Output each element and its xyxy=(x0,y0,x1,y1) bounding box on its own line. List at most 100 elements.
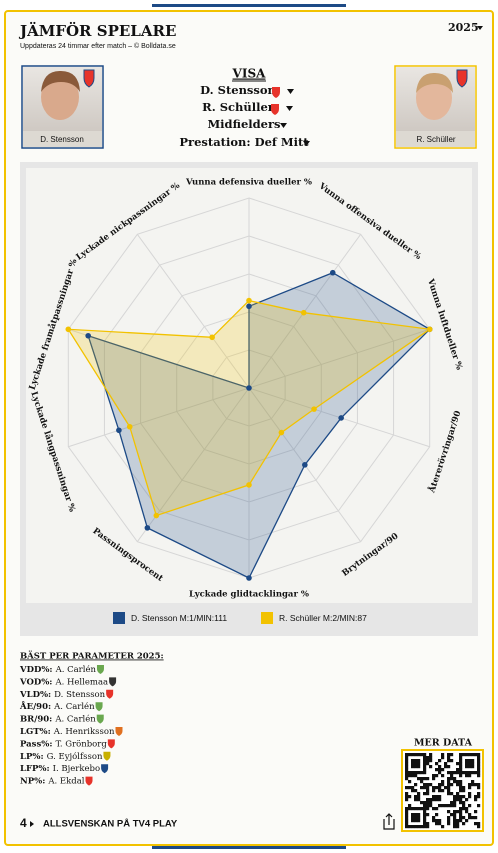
qr-cell xyxy=(411,765,415,769)
player1-select[interactable]: D. Stensson xyxy=(200,83,276,97)
qr-cell xyxy=(417,759,421,763)
qr-cell xyxy=(411,759,415,763)
qr-cell xyxy=(459,789,463,793)
qr-cell xyxy=(414,765,418,769)
data-point xyxy=(329,269,336,276)
qr-cell xyxy=(423,762,427,766)
qr-cell xyxy=(462,786,466,790)
qr-cell xyxy=(423,786,427,790)
qr-cell xyxy=(468,783,472,787)
qr-cell xyxy=(450,804,454,808)
qr-cell xyxy=(456,792,460,796)
qr-cell xyxy=(429,765,433,769)
qr-cell xyxy=(426,804,430,808)
qr-cell xyxy=(411,816,415,820)
qr-cell xyxy=(474,795,478,799)
qr-cell xyxy=(408,753,412,757)
qr-cell xyxy=(405,822,409,826)
qr-cell xyxy=(447,816,451,820)
qr-cell xyxy=(453,801,457,805)
qr-cell xyxy=(471,753,475,757)
qr-cell xyxy=(417,753,421,757)
qr-cell xyxy=(474,798,478,802)
photo-face xyxy=(416,76,452,120)
share-button[interactable] xyxy=(383,813,395,830)
qr-cell xyxy=(471,780,475,784)
best-title: BÄST PER PARAMETER 2025: xyxy=(20,649,164,662)
data-point xyxy=(116,427,122,434)
data-point xyxy=(85,332,91,339)
qr-cell xyxy=(447,753,451,757)
qr-cell xyxy=(423,777,427,781)
best-row: Pass%: T. Grönborg xyxy=(20,739,107,749)
best-row: VOD%: A. Hellemaa xyxy=(19,677,108,687)
legend-swatch xyxy=(261,612,273,624)
qr-cell xyxy=(459,756,463,760)
qr-cell xyxy=(426,792,430,796)
club-logo xyxy=(106,689,114,699)
qr-cell xyxy=(456,819,460,823)
data-point xyxy=(278,429,285,436)
qr-cell xyxy=(459,783,463,787)
param-code: LGT%: xyxy=(20,727,51,737)
position-select[interactable]: Midfielders xyxy=(207,117,280,131)
footer-link[interactable]: ALLSVENSKAN PÅ TV4 PLAY xyxy=(43,819,178,830)
qr-cell xyxy=(471,759,475,763)
qr-cell xyxy=(417,813,421,817)
qr-cell xyxy=(405,771,409,775)
qr-cell xyxy=(414,789,418,793)
profile-select[interactable]: Prestation: Def Mitt xyxy=(179,135,309,149)
player-card[interactable]: D. Stensson xyxy=(21,65,104,149)
param-code: BR/90: xyxy=(20,714,52,724)
qr-cell xyxy=(456,783,460,787)
qr-cell xyxy=(420,786,424,790)
qr-cell xyxy=(423,801,427,805)
qr-cell xyxy=(417,792,421,796)
qr-cell xyxy=(426,807,430,811)
data-point xyxy=(300,309,307,316)
qr-cell xyxy=(453,825,457,829)
best-row: LGT%: A. Henriksson xyxy=(20,727,115,737)
filter-heading: VISA xyxy=(232,67,267,81)
qr-cell xyxy=(453,777,457,781)
qr-cell xyxy=(420,780,424,784)
top-accent xyxy=(152,4,346,7)
qr-cell xyxy=(426,798,430,802)
qr-cell xyxy=(411,825,415,829)
player-card[interactable]: R. Schüller xyxy=(394,65,477,149)
qr-cell xyxy=(447,771,451,775)
qr-cell xyxy=(438,798,442,802)
qr-cell xyxy=(411,819,415,823)
qr-cell xyxy=(450,771,454,775)
axis-label: Vunna defensiva dueller % xyxy=(185,178,312,188)
qr-cell xyxy=(459,816,463,820)
qr-cell xyxy=(450,753,454,757)
qr-cell xyxy=(441,768,445,772)
data-point xyxy=(126,423,133,430)
qr-cell xyxy=(438,786,442,790)
qr-cell xyxy=(414,771,418,775)
qr-cell xyxy=(474,816,478,820)
qr-cell xyxy=(435,822,439,826)
qr-cell xyxy=(438,804,442,808)
club-logo xyxy=(95,702,103,712)
qr-cell xyxy=(432,786,436,790)
player2-select[interactable]: R. Schüller xyxy=(202,100,275,114)
qr-cell xyxy=(423,810,427,814)
season-select[interactable]: 2025 xyxy=(448,21,479,34)
qr-cell xyxy=(423,756,427,760)
data-point xyxy=(144,525,151,531)
qr-cell xyxy=(441,774,445,778)
qr-cell xyxy=(468,771,472,775)
club-logo xyxy=(101,764,109,774)
qr-cell xyxy=(414,816,418,820)
qr-cell xyxy=(414,813,418,817)
data-point xyxy=(311,406,317,412)
player-name: R. Schüller xyxy=(416,135,455,144)
qr-cell xyxy=(444,786,448,790)
qr-cell xyxy=(447,819,451,823)
qr-cell xyxy=(453,771,457,775)
qr-cell xyxy=(459,810,463,814)
qr-cell xyxy=(429,756,433,760)
qr-cell xyxy=(414,819,418,823)
